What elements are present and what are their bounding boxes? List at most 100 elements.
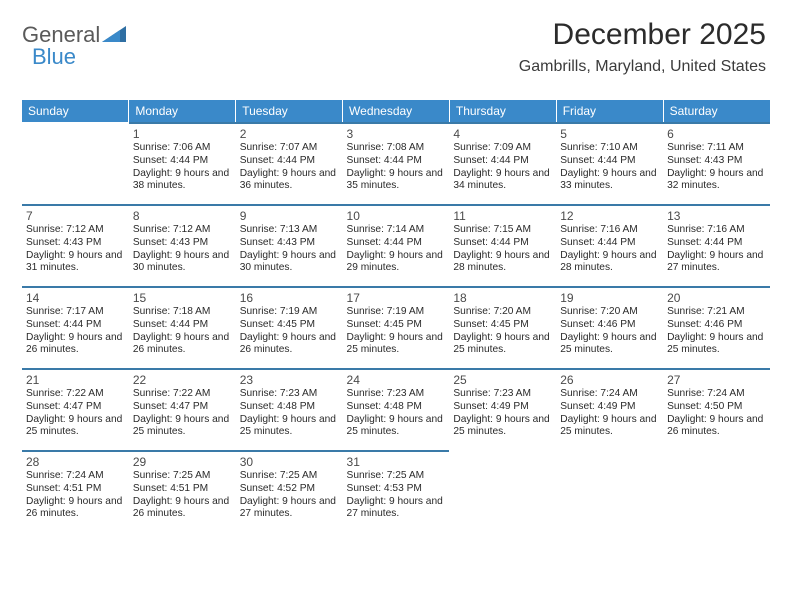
day-of-week-header: Thursday xyxy=(449,100,556,122)
sunrise-line: Sunrise: 7:18 AM xyxy=(133,306,232,319)
daylight-line: Daylight: 9 hours and 27 minutes. xyxy=(667,250,766,276)
sunset-line: Sunset: 4:50 PM xyxy=(667,401,766,414)
day-cell: 3Sunrise: 7:08 AMSunset: 4:44 PMDaylight… xyxy=(343,122,450,204)
sunrise-line: Sunrise: 7:23 AM xyxy=(347,388,446,401)
daylight-line: Daylight: 9 hours and 26 minutes. xyxy=(240,332,339,358)
sunset-line: Sunset: 4:51 PM xyxy=(133,483,232,496)
day-of-week-header: Sunday xyxy=(22,100,129,122)
day-cell: 23Sunrise: 7:23 AMSunset: 4:48 PMDayligh… xyxy=(236,368,343,450)
sunrise-line: Sunrise: 7:10 AM xyxy=(560,142,659,155)
location: Gambrills, Maryland, United States xyxy=(519,58,766,76)
day-number: 5 xyxy=(560,127,659,141)
calendar-cell: 20Sunrise: 7:21 AMSunset: 4:46 PMDayligh… xyxy=(663,286,770,368)
day-cell: 27Sunrise: 7:24 AMSunset: 4:50 PMDayligh… xyxy=(663,368,770,450)
calendar-cell: 7Sunrise: 7:12 AMSunset: 4:43 PMDaylight… xyxy=(22,204,129,286)
calendar-table: SundayMondayTuesdayWednesdayThursdayFrid… xyxy=(22,100,770,532)
sunrise-line: Sunrise: 7:24 AM xyxy=(560,388,659,401)
day-cell: 6Sunrise: 7:11 AMSunset: 4:43 PMDaylight… xyxy=(663,122,770,204)
daylight-line: Daylight: 9 hours and 26 minutes. xyxy=(133,496,232,522)
calendar-cell: 26Sunrise: 7:24 AMSunset: 4:49 PMDayligh… xyxy=(556,368,663,450)
day-number: 22 xyxy=(133,373,232,387)
day-number: 17 xyxy=(347,291,446,305)
day-cell: 17Sunrise: 7:19 AMSunset: 4:45 PMDayligh… xyxy=(343,286,450,368)
sunset-line: Sunset: 4:43 PM xyxy=(240,237,339,250)
day-number: 1 xyxy=(133,127,232,141)
calendar-cell xyxy=(663,450,770,532)
day-cell: 7Sunrise: 7:12 AMSunset: 4:43 PMDaylight… xyxy=(22,204,129,286)
daylight-line: Daylight: 9 hours and 26 minutes. xyxy=(26,332,125,358)
day-cell: 14Sunrise: 7:17 AMSunset: 4:44 PMDayligh… xyxy=(22,286,129,368)
daylight-line: Daylight: 9 hours and 28 minutes. xyxy=(560,250,659,276)
daylight-line: Daylight: 9 hours and 33 minutes. xyxy=(560,168,659,194)
daylight-line: Daylight: 9 hours and 35 minutes. xyxy=(347,168,446,194)
sunrise-line: Sunrise: 7:24 AM xyxy=(26,470,125,483)
daylight-line: Daylight: 9 hours and 34 minutes. xyxy=(453,168,552,194)
day-cell: 19Sunrise: 7:20 AMSunset: 4:46 PMDayligh… xyxy=(556,286,663,368)
day-cell: 28Sunrise: 7:24 AMSunset: 4:51 PMDayligh… xyxy=(22,450,129,532)
day-cell: 13Sunrise: 7:16 AMSunset: 4:44 PMDayligh… xyxy=(663,204,770,286)
daylight-line: Daylight: 9 hours and 30 minutes. xyxy=(240,250,339,276)
day-number: 26 xyxy=(560,373,659,387)
calendar-cell: 12Sunrise: 7:16 AMSunset: 4:44 PMDayligh… xyxy=(556,204,663,286)
day-number: 19 xyxy=(560,291,659,305)
sunrise-line: Sunrise: 7:21 AM xyxy=(667,306,766,319)
day-number: 10 xyxy=(347,209,446,223)
day-number: 3 xyxy=(347,127,446,141)
sunset-line: Sunset: 4:46 PM xyxy=(560,319,659,332)
day-number: 7 xyxy=(26,209,125,223)
sunset-line: Sunset: 4:43 PM xyxy=(133,237,232,250)
sunset-line: Sunset: 4:43 PM xyxy=(26,237,125,250)
day-number: 21 xyxy=(26,373,125,387)
daylight-line: Daylight: 9 hours and 31 minutes. xyxy=(26,250,125,276)
sunrise-line: Sunrise: 7:12 AM xyxy=(26,224,125,237)
day-cell: 11Sunrise: 7:15 AMSunset: 4:44 PMDayligh… xyxy=(449,204,556,286)
day-cell: 22Sunrise: 7:22 AMSunset: 4:47 PMDayligh… xyxy=(129,368,236,450)
calendar-cell: 13Sunrise: 7:16 AMSunset: 4:44 PMDayligh… xyxy=(663,204,770,286)
sunrise-line: Sunrise: 7:19 AM xyxy=(240,306,339,319)
calendar-week-row: 28Sunrise: 7:24 AMSunset: 4:51 PMDayligh… xyxy=(22,450,770,532)
sunrise-line: Sunrise: 7:17 AM xyxy=(26,306,125,319)
day-cell: 25Sunrise: 7:23 AMSunset: 4:49 PMDayligh… xyxy=(449,368,556,450)
day-cell: 12Sunrise: 7:16 AMSunset: 4:44 PMDayligh… xyxy=(556,204,663,286)
day-cell: 10Sunrise: 7:14 AMSunset: 4:44 PMDayligh… xyxy=(343,204,450,286)
calendar-cell: 25Sunrise: 7:23 AMSunset: 4:49 PMDayligh… xyxy=(449,368,556,450)
sunset-line: Sunset: 4:44 PM xyxy=(453,237,552,250)
sunrise-line: Sunrise: 7:25 AM xyxy=(133,470,232,483)
sunset-line: Sunset: 4:53 PM xyxy=(347,483,446,496)
sunset-line: Sunset: 4:49 PM xyxy=(560,401,659,414)
calendar-cell: 19Sunrise: 7:20 AMSunset: 4:46 PMDayligh… xyxy=(556,286,663,368)
day-number: 8 xyxy=(133,209,232,223)
daylight-line: Daylight: 9 hours and 25 minutes. xyxy=(453,332,552,358)
daylight-line: Daylight: 9 hours and 25 minutes. xyxy=(667,332,766,358)
sunset-line: Sunset: 4:45 PM xyxy=(240,319,339,332)
sunrise-line: Sunrise: 7:25 AM xyxy=(347,470,446,483)
day-cell: 26Sunrise: 7:24 AMSunset: 4:49 PMDayligh… xyxy=(556,368,663,450)
calendar-cell xyxy=(556,450,663,532)
daylight-line: Daylight: 9 hours and 29 minutes. xyxy=(347,250,446,276)
sunrise-line: Sunrise: 7:23 AM xyxy=(453,388,552,401)
calendar-cell: 10Sunrise: 7:14 AMSunset: 4:44 PMDayligh… xyxy=(343,204,450,286)
calendar-week-row: 7Sunrise: 7:12 AMSunset: 4:43 PMDaylight… xyxy=(22,204,770,286)
daylight-line: Daylight: 9 hours and 25 minutes. xyxy=(560,332,659,358)
day-cell: 20Sunrise: 7:21 AMSunset: 4:46 PMDayligh… xyxy=(663,286,770,368)
sunrise-line: Sunrise: 7:16 AM xyxy=(560,224,659,237)
day-of-week-header: Wednesday xyxy=(343,100,450,122)
day-cell: 29Sunrise: 7:25 AMSunset: 4:51 PMDayligh… xyxy=(129,450,236,532)
header: December 2025 Gambrills, Maryland, Unite… xyxy=(519,18,766,76)
day-cell: 21Sunrise: 7:22 AMSunset: 4:47 PMDayligh… xyxy=(22,368,129,450)
daylight-line: Daylight: 9 hours and 25 minutes. xyxy=(133,414,232,440)
day-cell: 9Sunrise: 7:13 AMSunset: 4:43 PMDaylight… xyxy=(236,204,343,286)
day-cell: 31Sunrise: 7:25 AMSunset: 4:53 PMDayligh… xyxy=(343,450,450,532)
calendar-cell: 31Sunrise: 7:25 AMSunset: 4:53 PMDayligh… xyxy=(343,450,450,532)
day-number: 25 xyxy=(453,373,552,387)
sunrise-line: Sunrise: 7:25 AM xyxy=(240,470,339,483)
daylight-line: Daylight: 9 hours and 25 minutes. xyxy=(453,414,552,440)
month-title: December 2025 xyxy=(519,18,766,52)
calendar-cell: 16Sunrise: 7:19 AMSunset: 4:45 PMDayligh… xyxy=(236,286,343,368)
day-number: 31 xyxy=(347,455,446,469)
calendar-body: 1Sunrise: 7:06 AMSunset: 4:44 PMDaylight… xyxy=(22,122,770,532)
daylight-line: Daylight: 9 hours and 32 minutes. xyxy=(667,168,766,194)
sunset-line: Sunset: 4:48 PM xyxy=(240,401,339,414)
sunset-line: Sunset: 4:44 PM xyxy=(347,237,446,250)
calendar-cell xyxy=(22,122,129,204)
